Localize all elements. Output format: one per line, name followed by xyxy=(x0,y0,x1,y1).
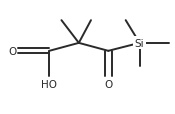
Text: O: O xyxy=(8,46,16,56)
Text: O: O xyxy=(104,80,113,89)
Text: Si: Si xyxy=(135,39,144,48)
Text: HO: HO xyxy=(41,80,57,89)
